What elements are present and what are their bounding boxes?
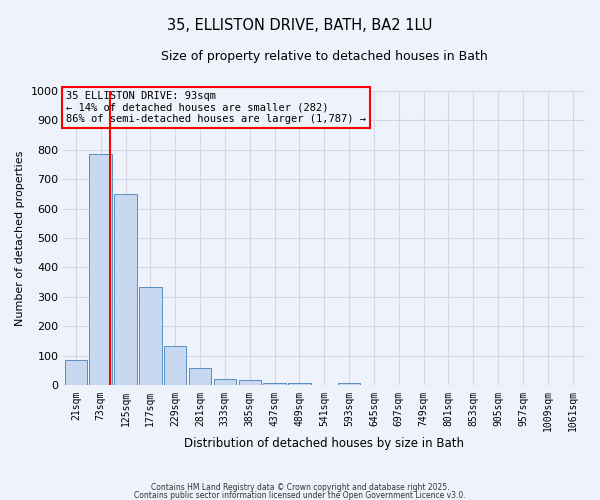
Bar — [263, 382, 286, 386]
Bar — [338, 382, 360, 386]
Text: Contains public sector information licensed under the Open Government Licence v3: Contains public sector information licen… — [134, 490, 466, 500]
Title: Size of property relative to detached houses in Bath: Size of property relative to detached ho… — [161, 50, 488, 63]
Bar — [65, 360, 87, 386]
Text: 35, ELLISTON DRIVE, BATH, BA2 1LU: 35, ELLISTON DRIVE, BATH, BA2 1LU — [167, 18, 433, 32]
Bar — [239, 380, 261, 386]
Bar — [214, 379, 236, 386]
Bar — [139, 286, 161, 386]
Bar — [89, 154, 112, 386]
Bar — [288, 383, 311, 386]
Y-axis label: Number of detached properties: Number of detached properties — [15, 150, 25, 326]
Bar — [115, 194, 137, 386]
X-axis label: Distribution of detached houses by size in Bath: Distribution of detached houses by size … — [184, 437, 464, 450]
Text: 35 ELLISTON DRIVE: 93sqm
← 14% of detached houses are smaller (282)
86% of semi-: 35 ELLISTON DRIVE: 93sqm ← 14% of detach… — [66, 91, 366, 124]
Bar — [164, 346, 187, 386]
Bar — [189, 368, 211, 386]
Text: Contains HM Land Registry data © Crown copyright and database right 2025.: Contains HM Land Registry data © Crown c… — [151, 484, 449, 492]
